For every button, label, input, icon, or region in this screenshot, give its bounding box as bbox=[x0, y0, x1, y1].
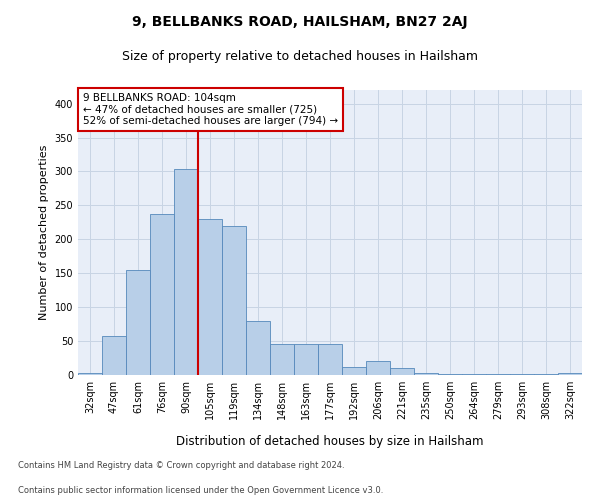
Bar bbox=[78, 373, 102, 375]
Bar bbox=[126, 270, 150, 375]
Bar bbox=[174, 170, 198, 375]
Bar bbox=[150, 214, 174, 375]
Text: 9 BELLBANKS ROAD: 104sqm
← 47% of detached houses are smaller (725)
52% of semi-: 9 BELLBANKS ROAD: 104sqm ← 47% of detach… bbox=[83, 93, 338, 126]
Y-axis label: Number of detached properties: Number of detached properties bbox=[39, 145, 49, 320]
Bar bbox=[510, 374, 534, 375]
Text: Size of property relative to detached houses in Hailsham: Size of property relative to detached ho… bbox=[122, 50, 478, 63]
Bar bbox=[222, 226, 246, 375]
Bar bbox=[414, 373, 438, 375]
Bar bbox=[390, 368, 414, 375]
Bar bbox=[558, 373, 582, 375]
Text: 9, BELLBANKS ROAD, HAILSHAM, BN27 2AJ: 9, BELLBANKS ROAD, HAILSHAM, BN27 2AJ bbox=[132, 15, 468, 29]
Bar bbox=[462, 374, 486, 375]
Bar bbox=[294, 344, 318, 375]
Text: Contains public sector information licensed under the Open Government Licence v3: Contains public sector information licen… bbox=[18, 486, 383, 495]
Bar bbox=[534, 374, 558, 375]
Text: Distribution of detached houses by size in Hailsham: Distribution of detached houses by size … bbox=[176, 435, 484, 448]
Bar bbox=[486, 374, 510, 375]
Bar bbox=[270, 344, 294, 375]
Bar bbox=[438, 374, 462, 375]
Text: Contains HM Land Registry data © Crown copyright and database right 2024.: Contains HM Land Registry data © Crown c… bbox=[18, 461, 344, 470]
Bar bbox=[198, 219, 222, 375]
Bar bbox=[342, 367, 366, 375]
Bar bbox=[246, 320, 270, 375]
Bar bbox=[102, 336, 126, 375]
Bar bbox=[366, 362, 390, 375]
Bar bbox=[318, 344, 342, 375]
